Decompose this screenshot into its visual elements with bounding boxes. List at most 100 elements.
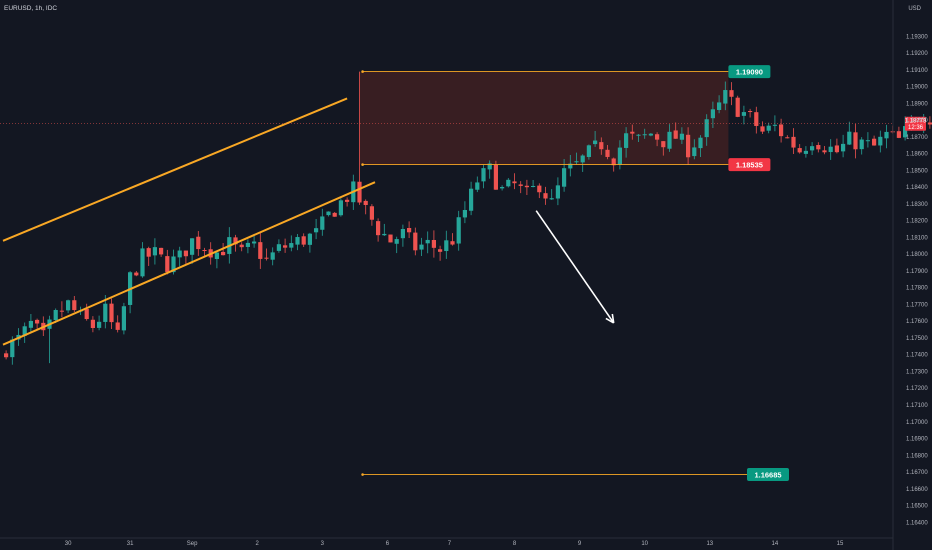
candle-body	[679, 133, 684, 140]
channel-lower-line[interactable]	[2, 181, 376, 346]
candle	[72, 295, 77, 313]
candle-body	[320, 216, 325, 230]
candle-body	[177, 250, 182, 258]
time-tick-label: 15	[837, 541, 844, 547]
candle	[816, 142, 821, 153]
candle-body	[518, 184, 523, 186]
candle	[531, 179, 536, 188]
price-tick-label: 1.18500	[906, 168, 928, 174]
price-tick-label: 1.17300	[906, 369, 928, 375]
candle-body	[332, 212, 337, 217]
candle	[134, 271, 139, 277]
candle-body	[655, 134, 660, 140]
level-tag-bg	[747, 468, 789, 482]
resistance-zone-box[interactable]	[359, 71, 729, 165]
price-tick-label: 1.17800	[906, 286, 928, 292]
candle-body	[109, 303, 114, 323]
direction-arrow[interactable]	[535, 210, 615, 324]
price-axis[interactable]: 1.19300 1.19200 1.19100 1.19000 1.18900 1.188…	[892, 0, 928, 550]
candle-body	[450, 241, 455, 245]
candle	[388, 234, 393, 243]
candle-body	[338, 200, 343, 216]
channel-upper-line[interactable]	[2, 97, 348, 242]
level-anchor[interactable]	[361, 473, 364, 476]
level-tag[interactable]: 1.16685	[747, 468, 789, 482]
candle-body	[810, 146, 815, 151]
currency-label: USD	[908, 6, 921, 12]
candle-body	[636, 134, 641, 136]
candle-body	[524, 185, 529, 188]
candle	[444, 230, 449, 259]
price-tick-label: 1.18400	[906, 185, 928, 191]
candle	[549, 189, 554, 200]
price-tick-label: 1.17700	[906, 302, 928, 308]
candle-body	[146, 248, 151, 257]
price-tick-label: 1.17600	[906, 319, 928, 325]
candle	[177, 246, 182, 267]
candle-body	[766, 125, 771, 131]
candle	[655, 132, 660, 147]
time-tick-label: 10	[641, 541, 648, 547]
candle-body	[537, 185, 542, 193]
candle	[834, 138, 839, 154]
candle-body	[698, 137, 703, 149]
level-anchor[interactable]	[361, 163, 364, 166]
arrow-shaft[interactable]	[535, 210, 615, 324]
candle	[152, 238, 157, 265]
candle-body	[741, 112, 746, 116]
current-price-value: 1.18779	[905, 119, 927, 125]
price-levels[interactable]: 1.19090 1.18535 1.16685	[361, 65, 789, 482]
candle-body	[28, 320, 33, 328]
time-tick-label: 30	[65, 541, 72, 547]
level-anchor[interactable]	[361, 70, 364, 73]
price-tick-label: 1.18800	[906, 118, 928, 124]
candles	[4, 71, 932, 365]
candle-body	[586, 145, 591, 158]
candle-body	[394, 239, 399, 244]
candle-body	[407, 227, 412, 233]
candle	[140, 242, 145, 278]
candle	[326, 211, 331, 217]
symbol-label[interactable]: EURUSD, 1h, IDC	[4, 5, 57, 12]
candle	[190, 238, 195, 264]
candle	[59, 301, 64, 318]
candle-body	[543, 193, 548, 199]
candle-body	[903, 126, 908, 138]
candle-body	[295, 237, 300, 245]
target-zone[interactable]	[359, 71, 729, 165]
candle-body	[233, 237, 238, 245]
candle	[512, 173, 517, 190]
arrow-head[interactable]	[605, 317, 615, 324]
candle	[438, 245, 443, 261]
time-tick-label: 2	[256, 541, 260, 547]
candle	[252, 234, 257, 248]
candle	[735, 95, 740, 118]
level-tag-bg	[728, 158, 771, 172]
candle	[66, 299, 71, 314]
level-tag[interactable]: 1.19090	[728, 65, 771, 79]
candle	[896, 126, 901, 139]
candle-body	[779, 124, 784, 137]
candle-body	[444, 240, 449, 252]
candle-body	[853, 132, 858, 150]
price-channel[interactable]	[2, 97, 376, 346]
candle	[376, 218, 381, 242]
candle	[4, 350, 9, 360]
candle	[245, 239, 250, 254]
level-tag[interactable]: 1.18535	[728, 158, 771, 172]
arrow-head[interactable]	[611, 313, 615, 324]
candle-body	[717, 102, 722, 110]
candle-body	[512, 181, 517, 184]
candle	[797, 144, 802, 154]
candle	[710, 101, 715, 128]
candle-body	[431, 239, 436, 248]
candle-body	[624, 133, 629, 148]
candle-body	[97, 321, 102, 328]
time-axis[interactable]: 30 31 Sep 2 3 6 7 8 9 10 13 14 15	[0, 537, 893, 547]
candle-body	[865, 140, 870, 142]
candle	[605, 144, 610, 160]
candle-body	[196, 236, 201, 250]
